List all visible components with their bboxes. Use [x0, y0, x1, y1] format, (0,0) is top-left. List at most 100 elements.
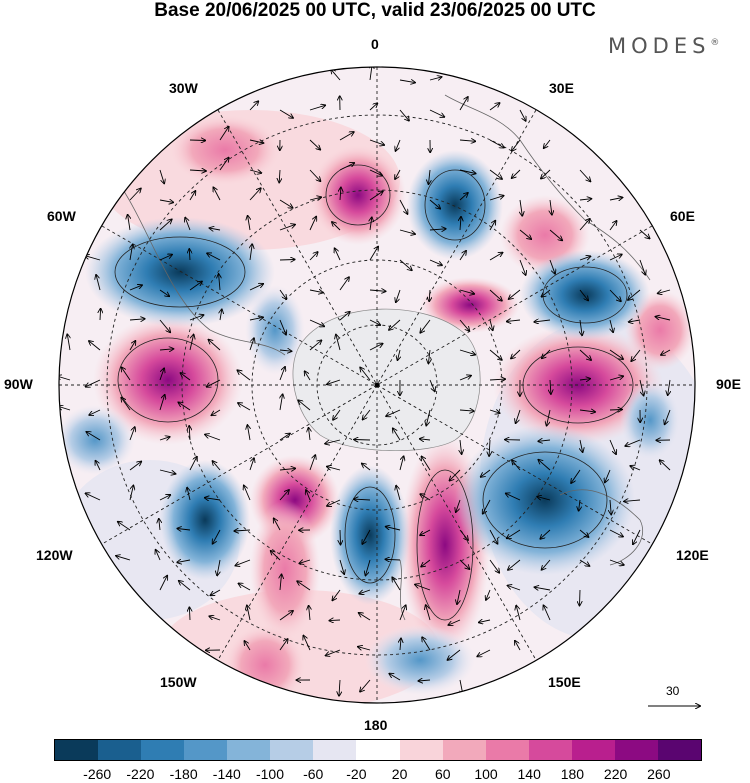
anomaly-low	[330, 465, 410, 605]
wind-vector	[339, 559, 344, 574]
wind-vector	[159, 576, 167, 591]
wind-vector	[421, 559, 431, 567]
wind-vector	[609, 349, 623, 359]
wind-vector	[519, 229, 531, 239]
map-title: Base 20/06/2025 00 UTC, valid 23/06/2025…	[154, 0, 596, 21]
wind-vector	[309, 139, 320, 150]
anomaly-high	[93, 315, 243, 445]
wind-vector	[393, 428, 401, 441]
wind-vector	[668, 379, 670, 395]
wind-vector	[459, 140, 475, 141]
wind-vector	[579, 499, 580, 511]
wind-vector	[249, 188, 261, 201]
wind-vector	[369, 319, 380, 325]
wind-vector	[360, 368, 371, 381]
wind-vector	[369, 191, 383, 201]
wind-vector	[178, 402, 191, 411]
wind-vector	[396, 486, 401, 501]
anomaly-high	[170, 115, 280, 185]
wind-vector	[279, 350, 292, 351]
wind-vector	[86, 379, 101, 387]
wind-vector	[249, 338, 254, 351]
wind-vector	[633, 529, 641, 544]
brand-logo: MODES®	[608, 34, 720, 58]
wind-vector	[544, 605, 551, 621]
anomaly-high	[250, 500, 320, 640]
lon-label-180: 180	[364, 717, 388, 733]
wind-vector	[332, 589, 341, 600]
wind-vector	[159, 349, 173, 350]
wind-vector	[429, 289, 430, 301]
colorbar-swatch	[657, 740, 701, 760]
colorbar-tick-label: 260	[647, 766, 671, 782]
wind-vector	[369, 169, 382, 176]
wind-vector	[399, 229, 415, 234]
wind-vector	[306, 490, 311, 501]
wind-vector	[429, 77, 442, 80]
anomaly-low	[620, 380, 680, 460]
wind-vector	[609, 221, 617, 231]
wind-vector	[639, 259, 645, 275]
wind-vector	[303, 636, 311, 651]
wind-vector	[89, 341, 101, 351]
wind-vector	[129, 462, 141, 471]
wind-vector	[279, 639, 288, 651]
wind-vector	[181, 373, 191, 381]
wind-vector	[456, 499, 461, 512]
wind-vector	[309, 319, 324, 326]
wind-vector	[159, 395, 165, 411]
wind-vector	[459, 319, 469, 331]
wind-vector	[179, 581, 191, 591]
wind-vector	[448, 649, 461, 660]
wind-vector	[399, 456, 404, 471]
colorbar-swatch	[313, 740, 357, 760]
wind-vector	[185, 218, 191, 231]
wind-vector	[511, 349, 521, 359]
wind-vector	[609, 559, 624, 565]
wind-vector	[212, 409, 221, 415]
wind-vector	[429, 229, 446, 230]
wind-vector	[309, 290, 323, 293]
wind-vector	[299, 560, 311, 563]
wind-vector	[237, 370, 251, 381]
wind-vector	[309, 428, 311, 441]
wind-vector	[535, 587, 551, 590]
wind-vector	[309, 217, 316, 231]
wind-vector	[459, 410, 474, 411]
wind-vector	[159, 319, 170, 332]
wind-vector	[271, 551, 281, 561]
wind-vector	[369, 290, 386, 291]
wind-vector	[189, 170, 206, 171]
wind-vector	[189, 426, 190, 441]
wind-vector	[460, 217, 461, 231]
wind-vector	[519, 109, 526, 121]
wind-vector	[489, 410, 500, 413]
wind-vector	[327, 379, 341, 384]
colorbar-tick-label: -260	[83, 766, 112, 782]
wind-vector	[219, 158, 229, 171]
wind-vector	[298, 400, 311, 411]
wind-vector	[459, 97, 468, 111]
wind-vector	[398, 349, 401, 360]
wind-vector	[429, 379, 435, 391]
wind-vector	[207, 379, 221, 387]
anomaly-low	[59, 405, 135, 475]
wind-vector	[550, 379, 551, 394]
wind-vector	[159, 495, 170, 501]
lon-label-30e: 30E	[549, 80, 574, 96]
wind-vector	[489, 103, 500, 111]
wind-vector	[309, 455, 315, 471]
wind-vector	[512, 169, 521, 178]
colorbar-tick-label: 20	[391, 766, 408, 782]
wind-vector	[129, 285, 142, 291]
wind-vector	[489, 169, 502, 179]
wind-vector	[362, 464, 371, 471]
wind-vector	[665, 409, 671, 424]
wind-vector	[579, 559, 589, 566]
coastline	[119, 184, 286, 356]
wind-vector	[327, 499, 341, 506]
wind-vector	[508, 559, 521, 570]
wind-vector	[279, 468, 295, 470]
wind-vector	[540, 529, 551, 539]
wind-vector	[399, 605, 406, 621]
